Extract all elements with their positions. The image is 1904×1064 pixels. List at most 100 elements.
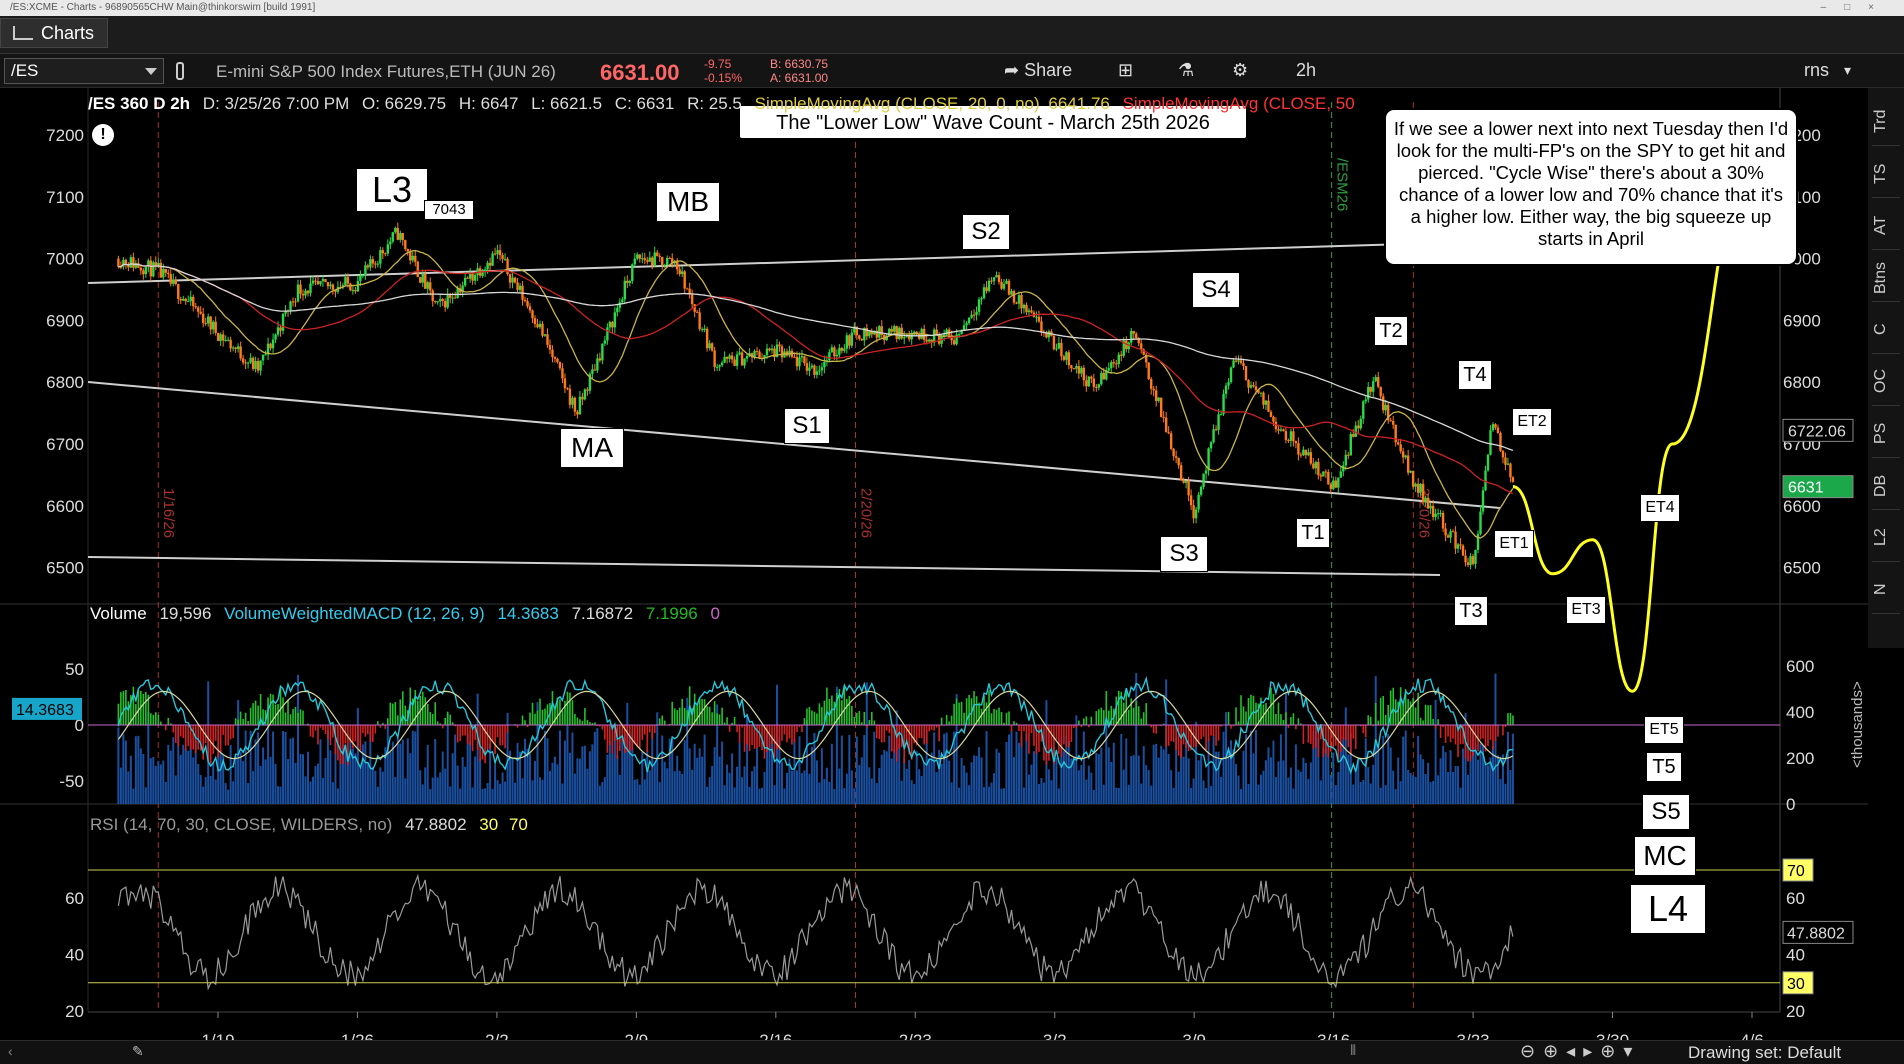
window-controls[interactable]: –□× [1820, 2, 1892, 13]
candle-body [830, 347, 834, 353]
wave-label-t5[interactable]: T5 [1646, 752, 1682, 782]
side-tab-n[interactable]: N [1872, 566, 1900, 614]
wave-label-mb[interactable]: MB [656, 182, 720, 222]
candle-body [1092, 378, 1096, 387]
candle-body [955, 334, 958, 345]
wave-label-mc[interactable]: MC [1634, 836, 1696, 876]
wave-label-t3[interactable]: T3 [1454, 596, 1488, 626]
candle-body [289, 301, 292, 312]
candle-body [1354, 425, 1357, 437]
tab-charts[interactable]: Charts [0, 18, 108, 48]
side-tab-btns[interactable]: Btns [1872, 254, 1900, 302]
wave-label-t2[interactable]: T2 [1374, 316, 1408, 346]
bar-low: L: 6621.5 [531, 94, 603, 113]
candle-body [1037, 316, 1041, 322]
candle-body [1219, 414, 1223, 416]
side-tab-l2[interactable]: L2 [1872, 514, 1900, 562]
price-bubble [1782, 418, 1854, 442]
wave-label-et4[interactable]: ET4 [1640, 494, 1680, 522]
chevron-down-icon[interactable]: ▾ [1844, 62, 1852, 78]
wave-label-et2[interactable]: ET2 [1512, 408, 1552, 436]
candle-body [551, 349, 554, 358]
wave-label-l4[interactable]: L4 [1630, 884, 1706, 934]
wave-label-t1[interactable]: T1 [1296, 518, 1330, 548]
candle-body [685, 288, 689, 290]
candle-body [236, 346, 240, 350]
candle-body [932, 329, 936, 343]
symbol-input[interactable]: /ES [4, 58, 164, 84]
gear-icon[interactable]: ⚙ [1232, 60, 1249, 80]
candle-body [399, 233, 402, 240]
side-tab-at[interactable]: AT [1872, 202, 1900, 250]
candle-body [1005, 280, 1008, 284]
candle-body [603, 340, 607, 344]
side-tab-ps[interactable]: PS [1872, 410, 1900, 458]
drawing-set-label[interactable]: Drawing set: Default [1688, 1043, 1842, 1062]
candle-body [279, 327, 282, 331]
chart-area[interactable]: 1/16/26 2/20/26/ESM26 3/20/26 7200 7200 7100… [0, 88, 1904, 1064]
candle-body [641, 258, 644, 260]
wave-label-7043[interactable]: 7043 [424, 200, 474, 220]
timeframe-button[interactable]: 2h [1296, 60, 1317, 80]
scroll-left-icon[interactable]: ‹ [8, 1043, 13, 1059]
candle-body [1481, 490, 1485, 512]
net-change: -9.75 -0.15% [704, 57, 742, 85]
wave-label-et5[interactable]: ET5 [1644, 716, 1684, 744]
wave-label-s5[interactable]: S5 [1642, 794, 1690, 830]
side-tab-trd[interactable]: Trd [1872, 98, 1900, 146]
candle-body [177, 284, 180, 299]
candle-body [1401, 451, 1405, 458]
candle-body [326, 282, 330, 287]
zoom-controls[interactable]: ⊖⊕◂▸⊕▾ [1520, 1041, 1641, 1061]
candle-body [850, 332, 854, 346]
wave-label-s2[interactable]: S2 [962, 214, 1010, 250]
candle-body [406, 248, 409, 252]
scroll-handle-icon[interactable]: ⦀ [1350, 1042, 1357, 1058]
chart-title-annotation[interactable]: The "Lower Low" Wave Count - March 25th … [738, 104, 1248, 140]
candle-body [1324, 471, 1328, 473]
side-tab-c[interactable]: C [1872, 306, 1900, 354]
toolbar-right-text[interactable]: rns [1804, 60, 1830, 80]
link-icon[interactable] [176, 62, 184, 80]
side-tab-db[interactable]: DB [1872, 462, 1900, 510]
candle-body [426, 282, 429, 289]
rsi-bubble-label: 30 [1787, 976, 1805, 993]
wave-label-ma[interactable]: MA [560, 428, 624, 468]
rsi-tick-label-right: 20 [1786, 1002, 1805, 1021]
wave-label-et3[interactable]: ET3 [1566, 596, 1606, 624]
candle-body [1262, 392, 1265, 405]
note-annotation[interactable]: If we see a lower next into next Tuesday… [1384, 108, 1798, 266]
side-tab-ts[interactable]: TS [1872, 150, 1900, 198]
candle-body [1202, 473, 1205, 487]
price-tick-label-left: 6600 [46, 497, 84, 516]
wave-label-s4[interactable]: S4 [1192, 272, 1240, 308]
share-button[interactable]: ➦ Share [1004, 60, 1072, 81]
candle-body [1501, 450, 1505, 458]
candle-body [1414, 483, 1417, 487]
wave-label-et1[interactable]: ET1 [1494, 530, 1534, 558]
rsi-tick-label-left: 20 [65, 1002, 84, 1021]
studies-icon[interactable]: ⊞ [1118, 60, 1134, 80]
candle-body [129, 257, 133, 268]
candle-body [556, 358, 559, 363]
flask-icon[interactable]: ⚗ [1178, 60, 1195, 80]
wave-label-s3[interactable]: S3 [1160, 536, 1208, 572]
candle-body [1332, 480, 1335, 490]
alert-icon[interactable]: ! [92, 124, 114, 146]
chevron-down-icon[interactable] [145, 68, 157, 75]
candle-body [1017, 295, 1021, 304]
candle-body [1429, 505, 1432, 509]
candle-body [1339, 471, 1342, 478]
drawing-tool-icon[interactable]: ✎ [132, 1043, 144, 1059]
candle-body [798, 357, 801, 367]
candle-body [1194, 509, 1198, 519]
candle-body [1431, 505, 1435, 518]
wave-label-l3[interactable]: L3 [356, 168, 428, 212]
wave-label-s1[interactable]: S1 [784, 408, 830, 444]
candle-body [1511, 477, 1515, 482]
candle-body [1357, 425, 1360, 429]
side-tab-oc[interactable]: OC [1872, 358, 1900, 406]
wave-label-t4[interactable]: T4 [1458, 360, 1492, 390]
candle-body [893, 326, 896, 332]
candle-body [1304, 449, 1308, 456]
